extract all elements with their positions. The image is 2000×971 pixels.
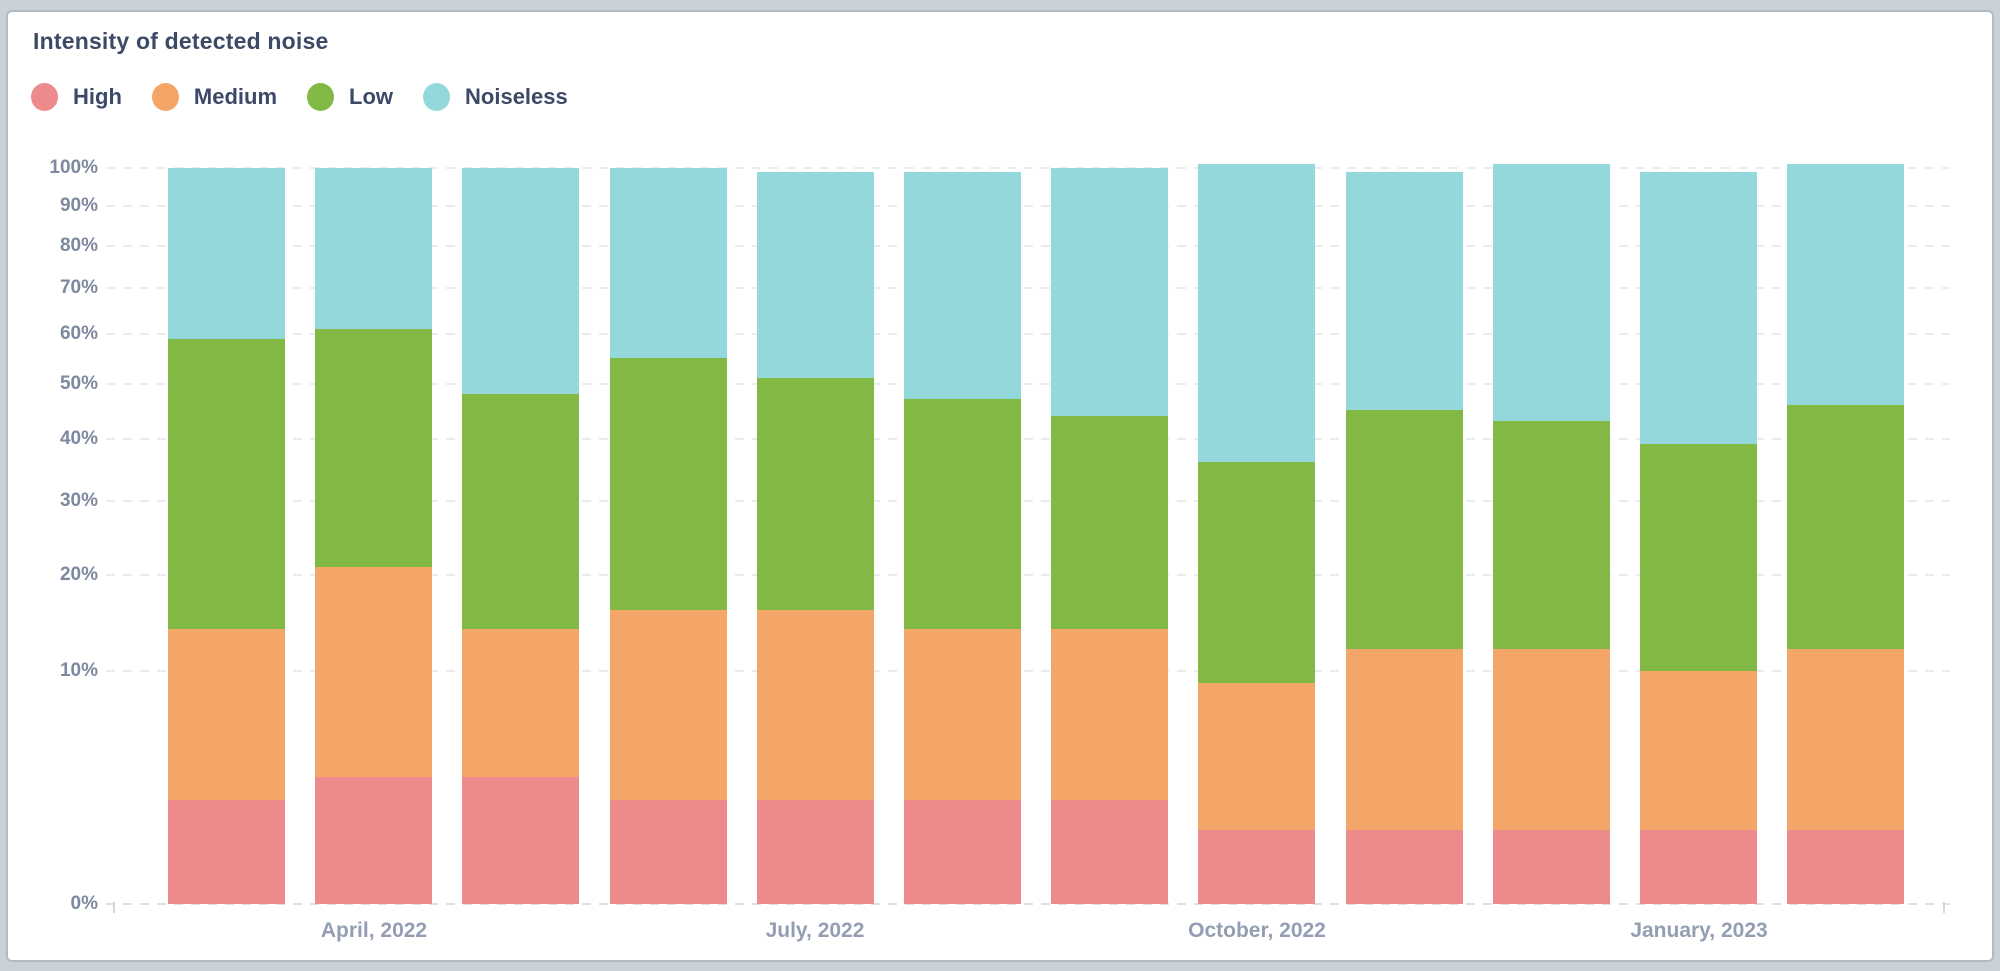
bar-segment-medium[interactable] (904, 628, 1021, 800)
bar-segment-low[interactable] (462, 394, 579, 629)
bar-segment-high[interactable] (1198, 830, 1315, 904)
bar-segment-noiseless[interactable] (610, 168, 727, 359)
bar-segment-noiseless[interactable] (757, 171, 874, 379)
bar-segment-medium[interactable] (315, 566, 432, 777)
x-axis-label-january-2023: January, 2023 (1630, 919, 1768, 942)
bar-segment-high[interactable] (462, 776, 579, 904)
legend-item-noiseless[interactable]: Noiseless (423, 83, 568, 111)
legend-dot-noiseless (423, 83, 451, 111)
bar-segment-high[interactable] (1787, 830, 1904, 904)
bar-segment-high[interactable] (610, 799, 727, 904)
bar-segment-noiseless[interactable] (1787, 164, 1904, 405)
bar-segment-high[interactable] (757, 799, 874, 904)
bar-segment-low[interactable] (1346, 410, 1463, 650)
y-axis-label-10: 10% (59, 660, 98, 682)
bar-segment-low[interactable] (168, 338, 285, 629)
y-axis-label-90: 90% (59, 194, 98, 216)
bar-segment-medium[interactable] (1051, 628, 1168, 800)
bar-december-2022 (1493, 0, 1610, 904)
y-axis-label-80: 80% (59, 234, 98, 256)
bar-segment-noiseless[interactable] (168, 168, 285, 339)
bar-segment-low[interactable] (610, 358, 727, 610)
bar-april-2022 (315, 0, 432, 904)
legend-label: Medium (193, 84, 278, 109)
bar-segment-noiseless[interactable] (904, 171, 1021, 400)
y-axis-label-0: 0% (70, 893, 98, 914)
x-axis-label-july-2022: July, 2022 (765, 919, 865, 942)
bar-segment-low[interactable] (315, 329, 432, 567)
bar-july-2022 (757, 0, 874, 904)
legend-dot-low (307, 83, 335, 111)
bar-segment-noiseless[interactable] (1051, 168, 1168, 416)
bar-segment-noiseless[interactable] (1640, 171, 1757, 445)
legend-label: Noiseless (465, 84, 568, 109)
bar-segment-noiseless[interactable] (1346, 171, 1463, 411)
bar-segment-medium[interactable] (1787, 649, 1904, 831)
legend-item-medium[interactable]: Medium (151, 83, 278, 111)
legend-dot-high (31, 83, 58, 111)
legend-dot-medium (151, 83, 179, 111)
bar-segment-low[interactable] (1493, 421, 1610, 650)
bar-segment-high[interactable] (1640, 830, 1757, 904)
bar-segment-medium[interactable] (1493, 649, 1610, 831)
x-axis-label-april-2022: April, 2022 (320, 919, 428, 942)
y-axis-label-20: 20% (59, 563, 98, 585)
bar-august-2022 (904, 0, 1021, 904)
bar-segment-high[interactable] (1346, 830, 1463, 904)
bar-segment-noiseless[interactable] (1198, 164, 1315, 463)
bar-segment-low[interactable] (904, 399, 1021, 629)
bar-segment-medium[interactable] (1198, 683, 1315, 831)
bar-segment-high[interactable] (315, 776, 432, 904)
y-axis-label-50: 50% (59, 372, 98, 394)
y-axis-label-60: 60% (59, 322, 98, 344)
x-axis-end-tick-right (1943, 902, 1945, 913)
bar-segment-low[interactable] (1787, 404, 1904, 650)
y-axis-label-70: 70% (59, 277, 98, 299)
y-axis-label-30: 30% (59, 489, 98, 511)
legend-item-low[interactable]: Low (307, 83, 393, 111)
chart-legend: High Medium Low Noiseless (31, 83, 568, 111)
bar-segment-medium[interactable] (610, 609, 727, 800)
bar-may-2022 (462, 0, 579, 904)
x-axis-end-tick-left (113, 902, 115, 913)
bar-segment-medium[interactable] (757, 609, 874, 800)
bar-segment-noiseless[interactable] (462, 168, 579, 395)
bar-june-2022 (610, 0, 727, 904)
bar-september-2022 (1051, 0, 1168, 904)
bar-february-2023 (1787, 0, 1904, 904)
chart-title: Intensity of detected noise (33, 28, 329, 54)
bar-segment-high[interactable] (904, 799, 1021, 904)
bar-segment-medium[interactable] (168, 628, 285, 800)
legend-item-high[interactable]: High (31, 83, 122, 111)
bar-segment-low[interactable] (757, 378, 874, 610)
x-axis-label-october-2022: October, 2022 (1188, 919, 1326, 942)
bar-segment-high[interactable] (1493, 830, 1610, 904)
bar-segment-medium[interactable] (1346, 649, 1463, 831)
bar-segment-low[interactable] (1640, 444, 1757, 672)
bar-segment-low[interactable] (1051, 415, 1168, 629)
bar-segment-low[interactable] (1198, 462, 1315, 684)
bar-segment-medium[interactable] (1640, 671, 1757, 831)
bar-october-2022 (1198, 0, 1315, 904)
y-axis-label-100: 100% (49, 157, 98, 178)
bar-segment-medium[interactable] (462, 628, 579, 777)
bar-march-2022 (168, 0, 285, 904)
legend-label: High (73, 84, 122, 109)
bar-segment-high[interactable] (1051, 799, 1168, 904)
y-axis-label-40: 40% (59, 427, 98, 449)
bar-january-2023 (1640, 0, 1757, 904)
bar-november-2022 (1346, 0, 1463, 904)
bar-segment-noiseless[interactable] (1493, 164, 1610, 422)
legend-label: Low (349, 84, 394, 109)
bar-segment-high[interactable] (168, 799, 285, 904)
bar-segment-noiseless[interactable] (315, 168, 432, 330)
